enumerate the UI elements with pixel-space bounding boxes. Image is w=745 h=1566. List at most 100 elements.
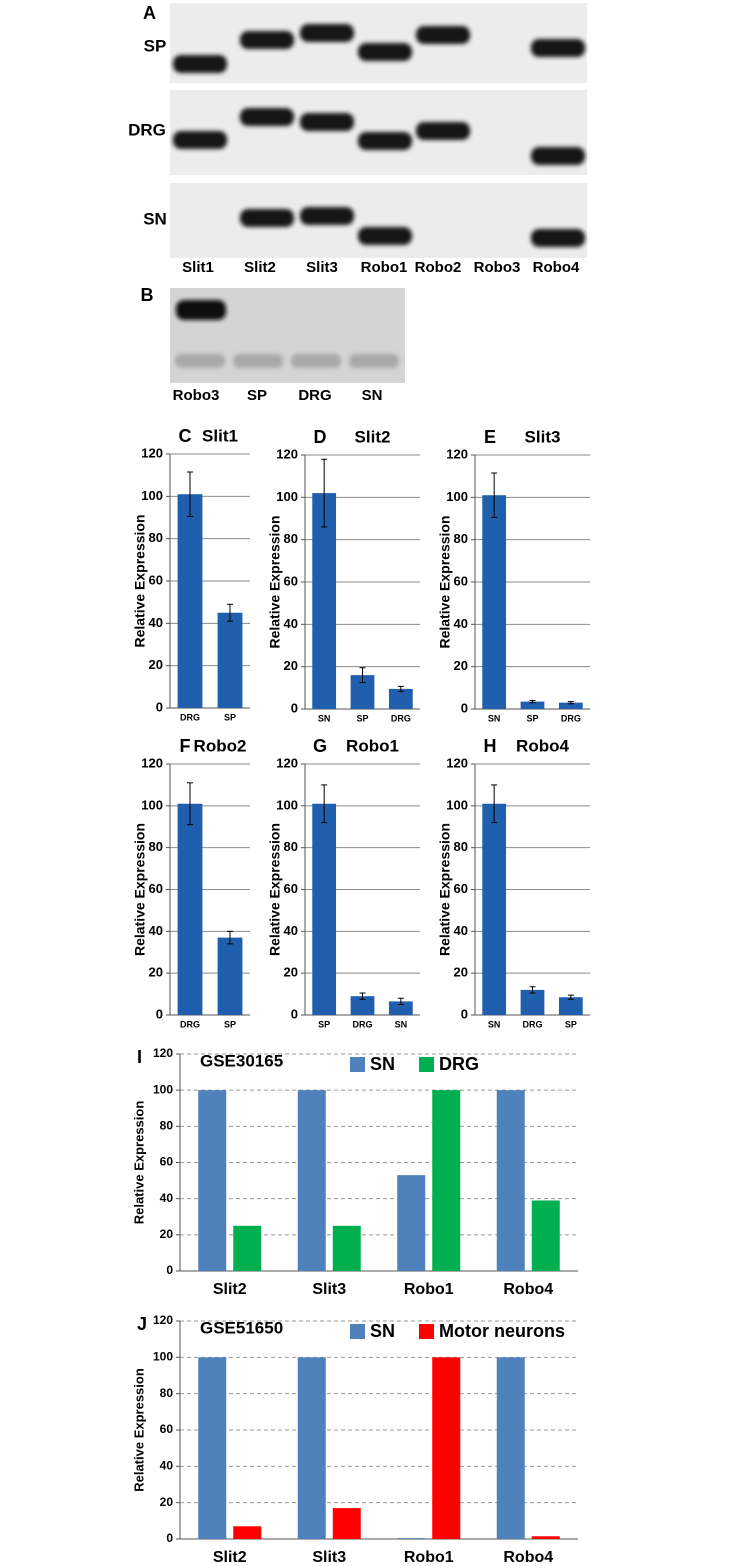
- error-bar: [491, 472, 498, 518]
- legend-label: Motor neurons: [439, 1321, 565, 1341]
- gel-lane-label: SN: [362, 387, 383, 404]
- error-bar: [321, 784, 328, 824]
- error-bar: [359, 992, 366, 1000]
- y-tick-label: 40: [454, 923, 468, 938]
- chart-title: Robo4: [516, 736, 569, 755]
- y-axis-label: Relative Expression: [132, 514, 148, 647]
- gel-lane-label: Robo3: [474, 259, 521, 276]
- gel-lane-label: Slit2: [244, 259, 276, 276]
- gel-band: [233, 354, 283, 368]
- panel-label: E: [484, 427, 496, 447]
- bar: [198, 1357, 227, 1539]
- y-tick-label: 80: [160, 1386, 174, 1400]
- gel-band: [358, 43, 412, 61]
- y-tick-label: 100: [276, 797, 298, 812]
- panel-label: F: [180, 736, 191, 756]
- gel-band: [349, 354, 399, 368]
- gel-bands: [173, 24, 585, 368]
- y-tick-label: 20: [454, 658, 468, 673]
- x-tick-label: Slit3: [312, 1281, 346, 1298]
- error-bar: [397, 997, 404, 1006]
- x-tick-label: Robo1: [404, 1549, 454, 1566]
- panel-label: B: [141, 285, 154, 305]
- bar: [482, 495, 507, 709]
- x-tick-label: SN: [488, 713, 501, 723]
- bar: [177, 803, 203, 1015]
- error-bar: [529, 986, 536, 994]
- error-bar: [321, 458, 328, 528]
- bar: [217, 612, 243, 708]
- chart-title: Slit1: [202, 426, 238, 445]
- y-tick-label: 80: [454, 839, 468, 854]
- y-tick-label: 120: [276, 755, 298, 770]
- y-axis-label: Relative Expression: [437, 823, 453, 956]
- gel-lane-label: Slit1: [182, 259, 214, 276]
- y-tick-label: 120: [446, 446, 468, 461]
- error-bar: [227, 930, 233, 945]
- y-tick-label: 20: [284, 658, 298, 673]
- legend-swatch: [350, 1324, 365, 1339]
- bar: [388, 688, 413, 709]
- y-tick-label: 20: [149, 965, 163, 980]
- bar: [482, 803, 507, 1015]
- bar: [177, 494, 203, 708]
- bar: [312, 493, 337, 709]
- gel-lane-label: SP: [247, 387, 267, 404]
- bar: [198, 1090, 227, 1271]
- y-tick-label: 100: [141, 797, 163, 812]
- gel-band: [358, 227, 412, 245]
- x-tick-label: Slit2: [213, 1281, 247, 1298]
- y-tick-label: 120: [141, 445, 163, 460]
- x-tick-label: DRG: [180, 1019, 200, 1029]
- legend-label: SN: [370, 1321, 395, 1341]
- x-tick-label: Slit3: [312, 1549, 346, 1566]
- bar: [520, 989, 545, 1015]
- y-tick-label: 100: [153, 1350, 173, 1364]
- x-tick-label: DRG: [353, 1019, 373, 1029]
- y-tick-label: 40: [284, 616, 298, 631]
- x-tick-label: DRG: [523, 1019, 543, 1029]
- bar: [558, 997, 583, 1015]
- panel-label: D: [314, 427, 327, 447]
- gel-band: [531, 39, 585, 57]
- y-tick-label: 120: [446, 755, 468, 770]
- y-tick-label: 0: [156, 699, 163, 714]
- y-tick-label: 80: [284, 839, 298, 854]
- bar: [496, 1357, 525, 1539]
- y-tick-label: 20: [160, 1495, 174, 1509]
- y-tick-label: 20: [454, 965, 468, 980]
- chart-title: GSE51650: [200, 1318, 283, 1337]
- x-tick-label: SP: [224, 1019, 236, 1029]
- error-bar: [187, 471, 193, 517]
- error-bar: [359, 667, 366, 684]
- gel-lane-label: DRG: [298, 387, 331, 404]
- gel-band: [358, 132, 412, 150]
- gel-row-label: SP: [144, 36, 167, 55]
- bar: [217, 937, 243, 1015]
- error-bar: [567, 994, 574, 1000]
- gel-band: [240, 31, 294, 49]
- bar: [233, 1526, 262, 1539]
- y-axis-label: Relative Expression: [131, 1101, 146, 1225]
- error-bar: [227, 603, 233, 622]
- x-tick-label: Robo4: [503, 1281, 553, 1298]
- bar: [558, 702, 583, 709]
- legend-label: SN: [370, 1054, 395, 1074]
- gel-band: [531, 229, 585, 247]
- bar: [432, 1357, 461, 1539]
- y-tick-label: 20: [284, 965, 298, 980]
- bar: [350, 675, 375, 709]
- panel-label: C: [179, 426, 192, 446]
- chart-title: GSE30165: [200, 1051, 283, 1070]
- bar: [397, 1175, 426, 1271]
- chart-title: Slit3: [525, 427, 561, 446]
- bar: [350, 996, 375, 1015]
- gel-lane-label: Robo1: [361, 259, 408, 276]
- x-tick-label: DRG: [180, 712, 200, 722]
- y-tick-label: 60: [284, 881, 298, 896]
- gel-row-label: SN: [143, 209, 167, 228]
- gel-band: [416, 122, 470, 140]
- y-tick-label: 60: [454, 881, 468, 896]
- bar: [332, 1508, 361, 1539]
- gel-band: [531, 147, 585, 165]
